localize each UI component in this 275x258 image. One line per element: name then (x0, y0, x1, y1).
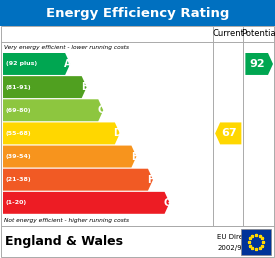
Text: EU Directive: EU Directive (217, 234, 260, 240)
Polygon shape (3, 192, 170, 214)
Text: (1-20): (1-20) (6, 200, 27, 205)
Text: 2002/91/EC: 2002/91/EC (217, 245, 258, 251)
Polygon shape (245, 53, 273, 75)
Text: (81-91): (81-91) (6, 85, 32, 90)
Text: E: E (131, 151, 138, 162)
Text: (69-80): (69-80) (6, 108, 32, 113)
Text: G: G (163, 198, 171, 208)
Text: A: A (64, 59, 72, 69)
Text: D: D (114, 128, 122, 138)
Text: 92: 92 (249, 59, 265, 69)
Text: (55-68): (55-68) (6, 131, 32, 136)
Polygon shape (3, 169, 153, 191)
Text: 67: 67 (222, 128, 237, 138)
Bar (241, 229, 271, 255)
Text: Current: Current (212, 29, 244, 38)
Bar (0, 226, 275, 258)
Text: Potential: Potential (241, 29, 275, 38)
Polygon shape (3, 146, 136, 167)
Polygon shape (3, 123, 120, 144)
Text: Energy Efficiency Rating: Energy Efficiency Rating (46, 6, 229, 20)
Polygon shape (3, 76, 87, 98)
Text: (21-38): (21-38) (6, 177, 32, 182)
Text: C: C (97, 105, 105, 115)
Polygon shape (215, 123, 241, 144)
Polygon shape (3, 99, 103, 121)
Text: (92 plus): (92 plus) (6, 61, 37, 67)
Text: (39-54): (39-54) (6, 154, 32, 159)
Bar (0, 0, 275, 26)
Text: Not energy efficient - higher running costs: Not energy efficient - higher running co… (4, 218, 129, 223)
Polygon shape (3, 53, 70, 75)
Text: England & Wales: England & Wales (5, 236, 123, 248)
Text: F: F (147, 175, 154, 185)
Text: Very energy efficient - lower running costs: Very energy efficient - lower running co… (4, 45, 129, 50)
Text: B: B (81, 82, 88, 92)
Bar (1, 26, 274, 226)
Bar (1, 226, 274, 257)
